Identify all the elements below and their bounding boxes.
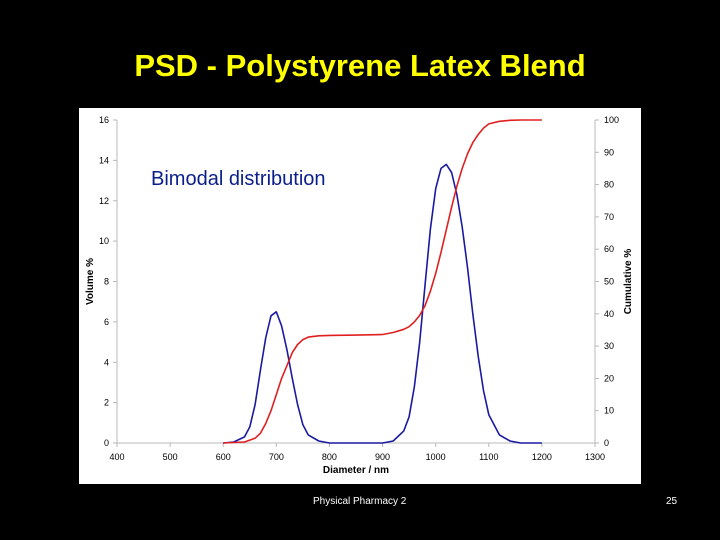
y-tick-label: 14 [99,155,109,165]
page-number: 25 [666,496,678,507]
chart-series [223,119,542,444]
y-tick-label: 0 [104,438,109,448]
x-tick-label: 1000 [426,452,446,462]
y-tick-label: 4 [104,357,109,367]
y2-tick-label: 70 [604,212,614,222]
y2-tick-label: 90 [604,147,614,157]
y2-tick-label: 60 [604,244,614,254]
y-tick-label: 10 [99,236,109,246]
y2-tick-label: 0 [604,438,609,448]
x-axis-title: Diameter / nm [323,465,389,476]
y2-axis-title: Cumulative % [623,249,634,315]
x-tick-label: 1100 [479,452,498,462]
y2-tick-label: 30 [604,341,614,351]
x-tick-label: 1300 [585,452,605,462]
footer-text: Physical Pharmacy 2 [313,496,407,507]
volume-series-line [223,163,542,444]
y2-tick-label: 80 [604,180,614,190]
y2-tick-label: 10 [604,406,614,416]
y2-tick-label: 20 [604,373,614,383]
slide-title: PSD - Polystyrene Latex Blend [134,48,586,83]
cumulative-series-line [223,119,542,444]
psd-chart: 400 500 600 700 800 900 1000 1100 1200 1300024681… [85,115,634,476]
y2-tick-label: 50 [604,277,614,287]
x-tick-label: 700 [269,452,284,462]
x-tick-label: 800 [322,452,337,462]
chart-labels: Diameter / nm Volume % Cumulative % Bimodal… [85,168,634,476]
y-tick-label: 8 [104,277,109,287]
chart-ticks: 400 500 600 700 800 900 1000 1100 1200 1300024681… [99,115,619,462]
y-axis-title: Volume % [85,258,96,305]
y2-tick-label: 100 [604,115,619,125]
x-tick-label: 600 [216,452,231,462]
x-tick-label: 400 [109,452,124,462]
x-tick-label: 500 [163,452,178,462]
x-tick-label: 1200 [532,452,552,462]
y-tick-label: 6 [104,317,109,327]
chart-panel: 400 500 600 700 800 900 1000 1100 1200 1300 0 2 4 6 8 1… [79,108,641,484]
y-tick-label: 16 [99,115,109,125]
y-tick-label: 2 [104,398,109,408]
x-tick-label: 900 [375,452,390,462]
y2-tick-label: 40 [604,309,614,319]
chart-annotation: Bimodal distribution [151,168,326,190]
y-tick-label: 12 [99,196,109,206]
